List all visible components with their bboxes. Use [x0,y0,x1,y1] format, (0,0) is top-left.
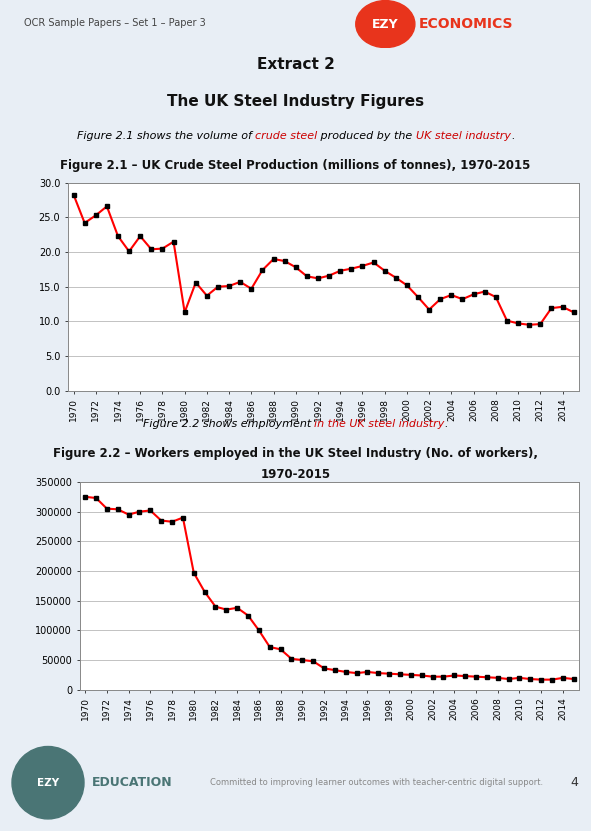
Text: EDUCATION: EDUCATION [92,776,173,789]
Text: produced by the: produced by the [317,130,416,141]
Text: UK steel industry: UK steel industry [416,130,511,141]
Text: Figure 2.2 – Workers employed in the UK Steel Industry (No. of workers),: Figure 2.2 – Workers employed in the UK … [53,447,538,460]
Text: crude steel: crude steel [255,130,317,141]
Text: Figure 2.1 – UK Crude Steel Production (millions of tonnes), 1970-2015: Figure 2.1 – UK Crude Steel Production (… [60,159,531,172]
Text: .: . [445,419,449,429]
Text: Figure 2.2 shows employment: Figure 2.2 shows employment [142,419,314,429]
Text: Extract 2: Extract 2 [256,57,335,72]
Text: in the UK steel industry: in the UK steel industry [314,419,445,429]
Ellipse shape [356,1,415,47]
Text: Figure 2.1 shows the volume of: Figure 2.1 shows the volume of [77,130,255,141]
Text: EZY: EZY [372,17,399,31]
Text: Committed to improving learner outcomes with teacher-centric digital support.: Committed to improving learner outcomes … [210,778,543,787]
Text: ECONOMICS: ECONOMICS [418,17,513,31]
Text: .: . [511,130,514,141]
Text: OCR Sample Papers – Set 1 – Paper 3: OCR Sample Papers – Set 1 – Paper 3 [24,17,206,28]
Ellipse shape [12,746,84,819]
Text: 1970-2015: 1970-2015 [261,468,330,480]
Text: EZY: EZY [37,778,59,788]
Text: The UK Steel Industry Figures: The UK Steel Industry Figures [167,94,424,110]
Text: 4: 4 [570,776,578,789]
